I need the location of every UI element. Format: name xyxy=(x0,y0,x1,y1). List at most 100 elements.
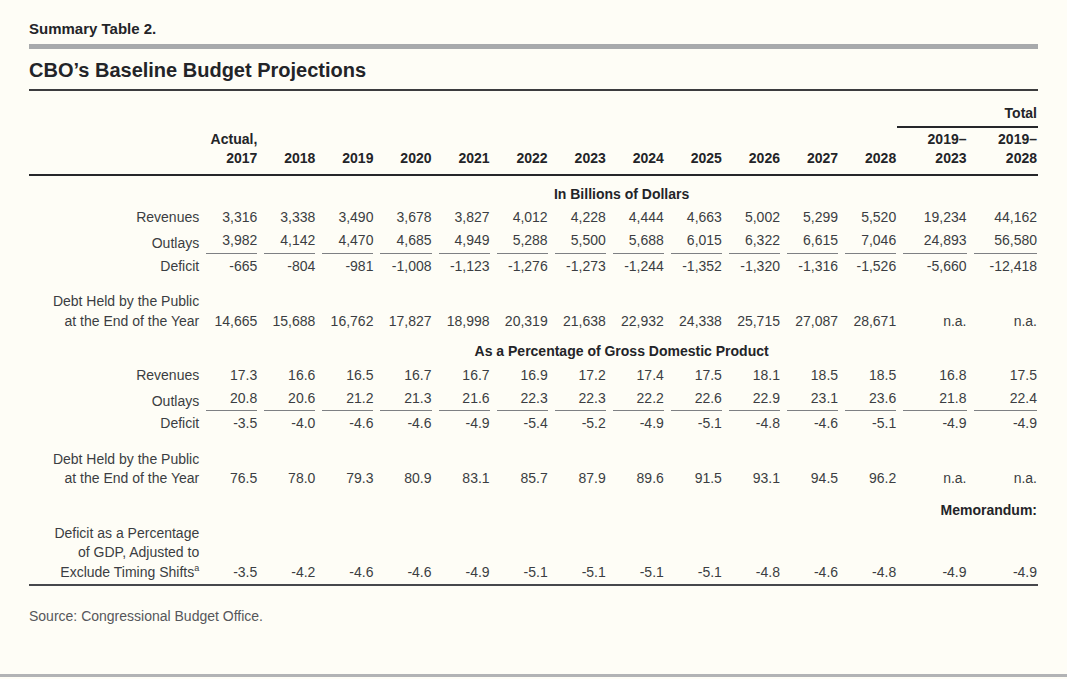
table-row: Deficit-665-804-981-1,008-1,123-1,276-1,… xyxy=(29,256,1038,279)
value-cell: n.a. xyxy=(897,449,967,491)
value-cell: 20,319 xyxy=(491,291,549,333)
row-label: Outlays xyxy=(29,388,200,414)
value-cell: 85.7 xyxy=(491,449,549,491)
value-cell: -4.9 xyxy=(897,413,967,436)
year-header: 2024 xyxy=(607,127,665,175)
value-cell: -1,316 xyxy=(781,256,839,279)
total-year-header: 2019–2028 xyxy=(968,127,1038,175)
value-cell: 18.1 xyxy=(723,365,781,388)
value-cell: 22.3 xyxy=(549,388,607,414)
value-cell: 3,678 xyxy=(374,207,432,230)
value-cell: 22,932 xyxy=(607,291,665,333)
value-cell: -4.9 xyxy=(433,523,491,586)
value-cell: -4.8 xyxy=(723,523,781,586)
value-cell: 4,012 xyxy=(491,207,549,230)
table-row: Outlays20.820.621.221.321.622.322.322.22… xyxy=(29,388,1038,414)
year-header: 2018 xyxy=(258,127,316,175)
value-cell: 3,982 xyxy=(200,230,258,256)
year-header: 2026 xyxy=(723,127,781,175)
value-cell: -804 xyxy=(258,256,316,279)
value-cell: -4.8 xyxy=(723,413,781,436)
row-gap xyxy=(29,436,1038,449)
value-cell: 44,162 xyxy=(968,207,1038,230)
value-cell: 22.2 xyxy=(607,388,665,414)
value-cell: 19,234 xyxy=(897,207,967,230)
value-cell: 21,638 xyxy=(549,291,607,333)
value-cell: 4,663 xyxy=(665,207,723,230)
source-note: Source: Congressional Budget Office. xyxy=(29,608,1038,624)
value-cell: 17,827 xyxy=(374,291,432,333)
total-year-header: 2019–2023 xyxy=(897,127,967,175)
table-row: Outlays3,9824,1424,4704,6854,9495,2885,5… xyxy=(29,230,1038,256)
value-cell: -5,660 xyxy=(897,256,967,279)
value-cell: 22.6 xyxy=(665,388,723,414)
value-cell: 14,665 xyxy=(200,291,258,333)
row-label: Deficit as a Percentageof GDP, Adjusted … xyxy=(29,523,200,586)
value-cell: -5.1 xyxy=(665,523,723,586)
row-label: Revenues xyxy=(29,207,200,230)
value-cell: 76.5 xyxy=(200,449,258,491)
value-cell: 3,490 xyxy=(316,207,374,230)
value-cell: n.a. xyxy=(968,291,1038,333)
title-rule xyxy=(29,89,1038,91)
value-cell: 4,685 xyxy=(374,230,432,256)
value-cell: -5.1 xyxy=(607,523,665,586)
value-cell: 79.3 xyxy=(316,449,374,491)
value-cell: 16.7 xyxy=(433,365,491,388)
value-cell: 17.4 xyxy=(607,365,665,388)
value-cell: -3.5 xyxy=(200,523,258,586)
row-label: Revenues xyxy=(29,365,200,388)
value-cell: n.a. xyxy=(897,291,967,333)
value-cell: 21.8 xyxy=(897,388,967,414)
value-cell: 5,299 xyxy=(781,207,839,230)
value-cell: 91.5 xyxy=(665,449,723,491)
value-cell: 4,228 xyxy=(549,207,607,230)
total-header: Total xyxy=(897,103,1038,127)
value-cell: -4.6 xyxy=(316,413,374,436)
value-cell: -4.6 xyxy=(374,523,432,586)
value-cell: 15,688 xyxy=(258,291,316,333)
row-label: Debt Held by the Publicat the End of the… xyxy=(29,291,200,333)
value-cell: 22.9 xyxy=(723,388,781,414)
gray-rule xyxy=(29,44,1038,49)
section-spacer xyxy=(29,333,200,365)
value-cell: -5.1 xyxy=(491,523,549,586)
value-cell: 4,142 xyxy=(258,230,316,256)
value-cell: 83.1 xyxy=(433,449,491,491)
value-cell: -4.0 xyxy=(258,413,316,436)
value-cell: 18,998 xyxy=(433,291,491,333)
value-cell: 16,762 xyxy=(316,291,374,333)
value-cell: 5,520 xyxy=(839,207,897,230)
value-cell: 22.3 xyxy=(491,388,549,414)
value-cell: 4,949 xyxy=(433,230,491,256)
value-cell: 23.1 xyxy=(781,388,839,414)
value-cell: 16.6 xyxy=(258,365,316,388)
value-cell: -5.4 xyxy=(491,413,549,436)
year-header: 2022 xyxy=(491,127,549,175)
value-cell: 17.5 xyxy=(968,365,1038,388)
memorandum-heading: Memorandum: xyxy=(29,491,1038,523)
value-cell: -4.9 xyxy=(968,523,1038,586)
year-header: 2028 xyxy=(839,127,897,175)
value-cell: -1,008 xyxy=(374,256,432,279)
value-cell: 23.6 xyxy=(839,388,897,414)
value-cell: 3,827 xyxy=(433,207,491,230)
value-cell: 94.5 xyxy=(781,449,839,491)
value-cell: -4.2 xyxy=(258,523,316,586)
value-cell: 5,688 xyxy=(607,230,665,256)
value-cell: -4.9 xyxy=(968,413,1038,436)
value-cell: 18.5 xyxy=(839,365,897,388)
value-cell: 5,002 xyxy=(723,207,781,230)
value-cell: 80.9 xyxy=(374,449,432,491)
value-cell: -3.5 xyxy=(200,413,258,436)
value-cell: 17.5 xyxy=(665,365,723,388)
header-spacer xyxy=(200,103,897,127)
budget-table-body: TotalActual,2017201820192020202120222023… xyxy=(29,103,1038,586)
value-cell: 27,087 xyxy=(781,291,839,333)
year-header: 2025 xyxy=(665,127,723,175)
value-cell: 56,580 xyxy=(968,230,1038,256)
value-cell: -5.2 xyxy=(549,413,607,436)
row-label: Outlays xyxy=(29,230,200,256)
table-row: Revenues17.316.616.516.716.716.917.217.4… xyxy=(29,365,1038,388)
value-cell: 96.2 xyxy=(839,449,897,491)
